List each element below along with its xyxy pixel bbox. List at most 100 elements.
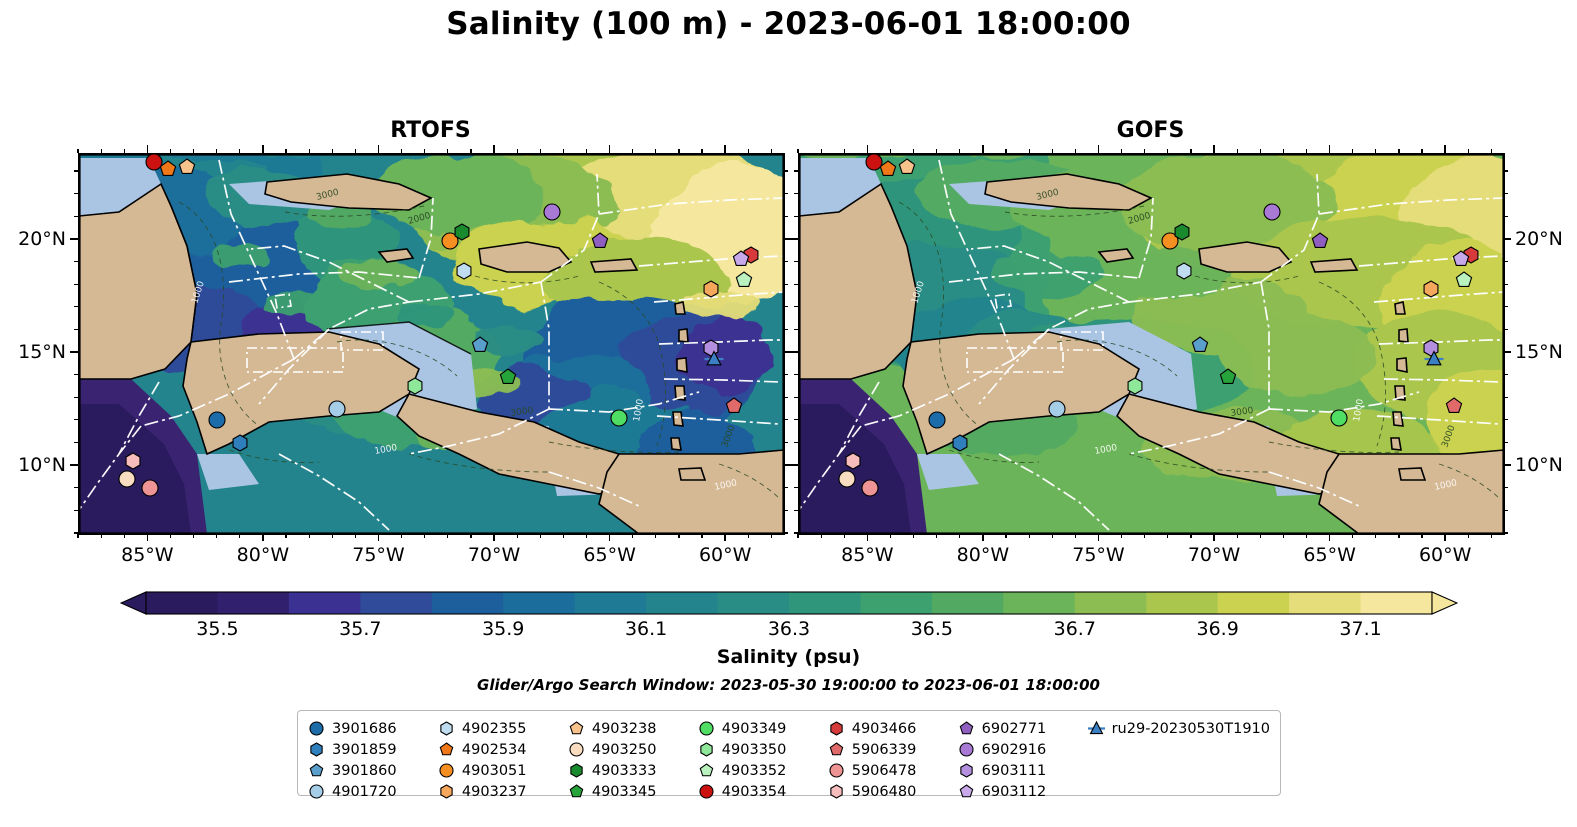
map-marker-4903350[interactable] (1125, 376, 1145, 396)
track-triangle-marker-icon (1087, 720, 1105, 737)
axis-tick (1467, 533, 1469, 538)
map-marker-6903112[interactable] (731, 249, 751, 269)
legend-item-5906480[interactable]: 5906480 (828, 783, 958, 800)
map-marker-5906478[interactable] (860, 478, 880, 498)
map-marker-6902771[interactable] (590, 231, 610, 251)
legend-item-4903466[interactable]: 4903466 (828, 720, 958, 737)
axis-tick (1503, 351, 1511, 353)
axis-tick (655, 148, 657, 153)
map-marker-4903349[interactable] (1329, 408, 1349, 428)
xtick-label-rtofs-5: 60°W (698, 544, 752, 566)
map-marker-3901686[interactable] (927, 410, 947, 430)
legend-item-label: 4903352 (721, 762, 787, 779)
circle-marker-icon (568, 741, 585, 758)
axis-tick (73, 509, 78, 511)
map-marker-4903345[interactable] (1218, 367, 1238, 387)
map-marker-5906480[interactable] (843, 451, 863, 471)
legend-item-4903345[interactable]: 4903345 (568, 783, 698, 800)
legend-item-4903238[interactable]: 4903238 (568, 720, 698, 737)
legend-item-3901860[interactable]: 3901860 (308, 762, 438, 779)
legend-item-4902355[interactable]: 4902355 (438, 720, 568, 737)
map-marker-3901860[interactable] (470, 335, 490, 355)
map-marker-4903352[interactable] (1454, 270, 1474, 290)
map-marker-6903112[interactable] (1451, 249, 1471, 269)
legend-item-4903349[interactable]: 4903349 (698, 720, 828, 737)
map-panel-rtofs[interactable]: 1000 1000 1000 1000 3000 2000 3000 3000 (78, 153, 785, 535)
map-marker-4903333[interactable] (1172, 222, 1192, 242)
map-marker-4903238[interactable] (897, 157, 917, 177)
map-marker-4903350[interactable] (405, 376, 425, 396)
map-marker-5906339[interactable] (1444, 396, 1464, 416)
axis-tick (493, 145, 495, 153)
colorbar-band (789, 592, 862, 614)
legend-item-4903237[interactable]: 4903237 (438, 783, 568, 800)
axis-tick (912, 533, 915, 538)
axis-tick (783, 328, 788, 331)
legend-item-ru29-20230530t1910[interactable]: ru29-20230530T1910 (1087, 720, 1270, 737)
map-marker-4902355[interactable] (1174, 261, 1194, 281)
ytick-label-right-1: 15°N (1515, 341, 1563, 364)
map-marker-4903250[interactable] (117, 469, 137, 489)
legend-item-3901859[interactable]: 3901859 (308, 741, 438, 758)
map-marker-ru29-20230530t1910[interactable] (704, 349, 724, 368)
colorbar-extend-low (120, 591, 147, 615)
legend-item-4903354[interactable]: 4903354 (698, 783, 828, 800)
legend-item-6903112[interactable]: 6903112 (958, 783, 1088, 800)
map-marker-4901720[interactable] (1047, 399, 1067, 419)
map-marker-4903051[interactable] (440, 231, 460, 251)
legend-item-4903333[interactable]: 4903333 (568, 762, 698, 779)
map-marker-6902916[interactable] (1262, 202, 1282, 222)
legend-item-3901686[interactable]: 3901686 (308, 720, 438, 737)
map-marker-4903237[interactable] (701, 279, 721, 299)
map-marker-4903354[interactable] (864, 152, 884, 172)
map-marker-4903354[interactable] (144, 152, 164, 172)
axis-tick (262, 145, 264, 153)
map-marker-ru29-20230530t1910[interactable] (1424, 349, 1444, 368)
map-marker-4903352[interactable] (734, 270, 754, 290)
map-marker-5906480[interactable] (123, 451, 143, 471)
map-panel-gofs[interactable]: 1000 1000 1000 1000 3000 2000 3000 3000 (798, 153, 1505, 535)
legend-item-label: 5906339 (851, 741, 917, 758)
map-marker-4903051[interactable] (1160, 231, 1180, 251)
map-marker-3901859[interactable] (950, 433, 970, 453)
legend-item-4902534[interactable]: 4902534 (438, 741, 568, 758)
map-marker-4903238[interactable] (177, 157, 197, 177)
axis-tick (539, 148, 541, 153)
legend-item-6903111[interactable]: 6903111 (958, 762, 1088, 779)
map-marker-4903345[interactable] (498, 367, 518, 387)
map-marker-3901859[interactable] (230, 433, 250, 453)
map-marker-3901860[interactable] (1190, 335, 1210, 355)
map-marker-4903237[interactable] (1421, 279, 1441, 299)
map-marker-4903250[interactable] (837, 469, 857, 489)
legend-item-5906478[interactable]: 5906478 (828, 762, 958, 779)
map-marker-4901720[interactable] (327, 399, 347, 419)
legend-item-label: 4901720 (332, 783, 397, 800)
legend-item-4903051[interactable]: 4903051 (438, 762, 568, 779)
map-marker-3901686[interactable] (207, 410, 227, 430)
map-marker-6902771[interactable] (1310, 231, 1330, 251)
map-marker-4902355[interactable] (454, 261, 474, 281)
axis-tick (1028, 533, 1030, 538)
legend-item-label: 4903238 (591, 720, 657, 737)
axis-tick (1213, 533, 1215, 541)
legend-item-6902916[interactable]: 6902916 (958, 741, 1088, 758)
hexagon-marker-icon (308, 741, 325, 758)
legend-item-4903352[interactable]: 4903352 (698, 762, 828, 779)
colorbar-extend-high (1431, 591, 1458, 615)
legend-item-4901720[interactable]: 4901720 (308, 783, 438, 800)
map-marker-5906478[interactable] (140, 478, 160, 498)
map-marker-4903333[interactable] (452, 222, 472, 242)
map-marker-4903349[interactable] (609, 408, 629, 428)
map-marker-6902916[interactable] (542, 202, 562, 222)
axis-tick (797, 148, 799, 153)
axis-tick (1503, 374, 1508, 376)
axis-tick (100, 148, 102, 153)
legend-item-4903350[interactable]: 4903350 (698, 741, 828, 758)
legend-item-5906339[interactable]: 5906339 (828, 741, 958, 758)
legend-item-label: 4903354 (721, 783, 787, 800)
legend-item-6902771[interactable]: 6902771 (958, 720, 1088, 737)
legend-item-label: 4902355 (461, 720, 527, 737)
colorbar-band (646, 592, 719, 614)
legend-item-4903250[interactable]: 4903250 (568, 741, 698, 758)
map-marker-5906339[interactable] (724, 396, 744, 416)
